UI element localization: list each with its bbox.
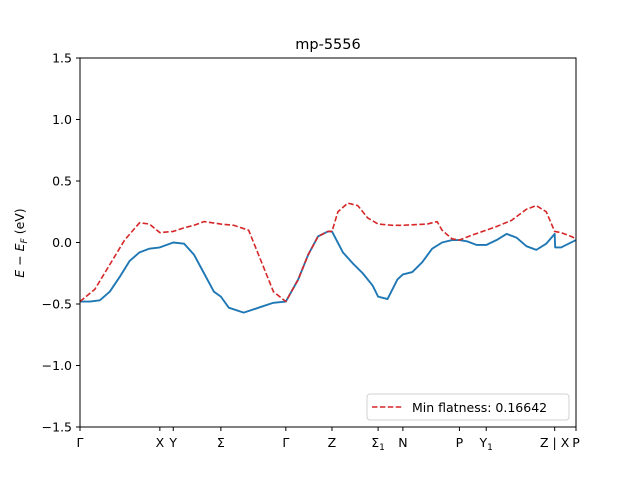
band-line-1 bbox=[80, 230, 577, 314]
chart-title: mp-5556 bbox=[295, 37, 360, 53]
x-tick-label: Z | X bbox=[540, 435, 570, 450]
x-tick-label: N bbox=[398, 435, 407, 450]
x-tick-label: Γ bbox=[77, 435, 84, 450]
legend-box bbox=[366, 393, 570, 421]
y-tick-label: −0.5 bbox=[42, 297, 72, 312]
x-tick-label: Σ1 bbox=[371, 435, 385, 453]
x-tick-label: Γ bbox=[282, 435, 289, 450]
band-line-2 bbox=[79, 202, 577, 303]
x-tick-label: X bbox=[156, 435, 165, 450]
axes-layer: −1.5 −1.0 −0.5 0.0 0.5 1.0 1.5 Γ X Y Σ Γ Z Σ1 N P Y1 Z | … bbox=[42, 51, 581, 454]
legend: Min flatness: 0.16642 bbox=[366, 393, 570, 421]
y-tick-label: 1.5 bbox=[52, 51, 72, 66]
x-tick-label: P bbox=[572, 435, 580, 450]
series-layer bbox=[79, 202, 577, 314]
plot-frame bbox=[79, 57, 577, 428]
y-axis-label: E − EF (eV) bbox=[12, 208, 30, 277]
x-tick-label: Y bbox=[168, 435, 177, 450]
x-tick-label: Y1 bbox=[479, 435, 493, 453]
y-tick-label: −1.5 bbox=[42, 420, 72, 435]
y-tick-label: 1.0 bbox=[52, 112, 72, 127]
plot-area bbox=[80, 58, 576, 427]
legend-label: Min flatness: 0.16642 bbox=[412, 400, 547, 415]
x-tick-label: Z bbox=[328, 435, 337, 450]
y-tick-label: −1.0 bbox=[42, 358, 72, 373]
y-tick-label: 0.0 bbox=[52, 235, 72, 250]
x-tick-label: Σ bbox=[217, 435, 225, 450]
x-tick-label: P bbox=[456, 435, 464, 450]
y-tick-label: 0.5 bbox=[52, 174, 72, 189]
